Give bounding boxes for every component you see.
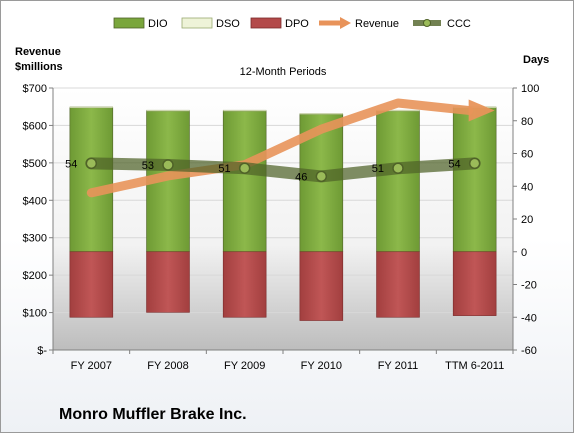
bar-dso (299, 113, 344, 115)
legend-swatch (340, 17, 351, 29)
chart-title: 12-Month Periods (240, 66, 327, 78)
ccc-point (315, 170, 328, 183)
ccc-data-label: 51 (372, 163, 384, 175)
x-tick-label: FY 2007 (71, 360, 112, 372)
right-tick-label: -60 (521, 345, 537, 357)
left-tick-label: $300 (23, 233, 47, 245)
bar-dpo (376, 251, 420, 318)
ccc-data-label: 54 (65, 158, 77, 170)
x-tick-label: FY 2011 (378, 360, 419, 372)
revenue-line (86, 98, 474, 198)
revenue-arrowhead (468, 99, 495, 122)
x-tick-label: FY 2010 (301, 360, 342, 372)
bar-dpo (69, 251, 114, 318)
bar-dio (222, 110, 267, 253)
ccc-data-label: 53 (142, 160, 154, 172)
left-tick-label: $- (37, 345, 47, 357)
ccc-data-label: 46 (295, 171, 307, 183)
x-tick-label: TTM 6-2011 (445, 360, 504, 372)
bar-dso (146, 109, 190, 112)
left-axis-title: Revenue (15, 46, 61, 58)
left-tick-label: $100 (23, 308, 47, 320)
right-tick-label: -40 (521, 312, 537, 324)
left-tick-label: $400 (23, 195, 47, 207)
bar-dpo (146, 251, 190, 313)
legend-swatch (423, 19, 431, 27)
legend-label: DIO (148, 18, 168, 30)
legend-swatch (113, 17, 145, 29)
bar-dpo (452, 251, 497, 316)
bar-dio (376, 110, 420, 253)
bar-dso (222, 109, 267, 112)
right-axis-title: Days (523, 54, 549, 66)
right-tick-label: 20 (521, 214, 533, 226)
right-tick-label: 80 (521, 116, 533, 128)
ccc-point (238, 162, 251, 174)
left-tick-label: $600 (23, 120, 47, 132)
plot-area (53, 88, 513, 350)
legend-label: Revenue (355, 18, 399, 30)
company-name: Monro Muffler Brake Inc. (59, 406, 247, 423)
legend-label: DPO (285, 18, 309, 30)
right-tick-label: 60 (521, 149, 533, 161)
bar-dio (452, 107, 497, 253)
right-tick-label: 0 (521, 247, 527, 259)
legend-label: DSO (216, 18, 240, 30)
bar-dio (69, 107, 114, 253)
legend-swatch (250, 17, 282, 29)
right-tick-label: 100 (521, 83, 539, 95)
ccc-line (85, 157, 481, 183)
bar-dpo (222, 251, 267, 318)
bar-dso (69, 106, 114, 109)
left-axis-title: $millions (15, 61, 63, 73)
x-tick-label: FY 2008 (147, 360, 188, 372)
ccc-data-label: 54 (448, 158, 460, 170)
x-tick-label: FY 2009 (224, 360, 265, 372)
legend-swatch (181, 17, 213, 29)
ccc-point (162, 159, 174, 171)
right-tick-label: 40 (521, 181, 533, 193)
left-tick-label: $500 (23, 158, 47, 170)
left-tick-label: $700 (23, 83, 47, 95)
legend-label: CCC (447, 18, 471, 30)
ccc-point (85, 157, 98, 170)
left-tick-label: $200 (23, 270, 47, 282)
bar-dpo (299, 251, 344, 321)
ccc-point (392, 162, 404, 174)
ccc-point (468, 157, 481, 170)
right-tick-label: -20 (521, 280, 537, 292)
ccc-data-label: 51 (218, 163, 230, 175)
